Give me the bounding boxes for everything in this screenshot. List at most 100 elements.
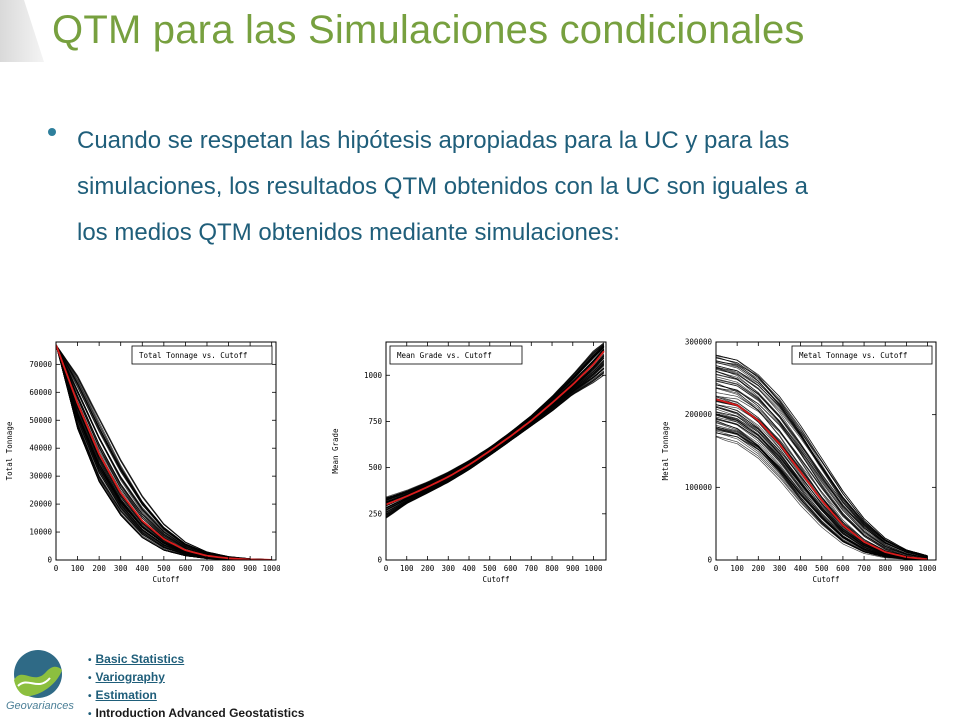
x-tick-label: 1000 <box>585 564 604 573</box>
nav-current-advanced-geostatistics: Introduction Advanced Geostatistics <box>95 706 305 720</box>
x-axis-label: Cutoff <box>482 575 509 584</box>
simulation-curve <box>716 430 928 560</box>
x-tick-label: 600 <box>179 564 193 573</box>
plot-frame <box>385 341 607 561</box>
x-tick-label: 100 <box>730 564 744 573</box>
y-tick-label: 70000 <box>29 360 52 369</box>
simulation-curve <box>386 350 605 505</box>
y-axis-label: Metal Tonnage <box>661 421 670 480</box>
simulation-curve <box>716 392 928 559</box>
x-tick-label: 200 <box>752 564 766 573</box>
simulation-curve <box>386 345 605 502</box>
x-tick-label: 500 <box>483 564 497 573</box>
simulation-curve <box>386 344 605 499</box>
x-tick-label: 600 <box>504 564 518 573</box>
simulation-curve <box>386 345 605 502</box>
simulation-curves <box>386 342 605 519</box>
simulation-curve <box>386 350 605 503</box>
simulation-curve <box>386 345 605 501</box>
x-tick-label: 600 <box>836 564 850 573</box>
simulation-curve <box>386 350 605 507</box>
chart-metal-tonnage: 0 100 200 300 400 500 600 700 800 900 1000 0 100000 2… <box>660 330 940 592</box>
nav-item-basic-statistics: • Basic Statistics <box>88 652 185 666</box>
bullet-dot-icon <box>48 128 56 136</box>
x-tick-label: 700 <box>857 564 871 573</box>
x-tick-label: 0 <box>54 564 59 573</box>
x-tick-label: 700 <box>525 564 539 573</box>
y-tick-label: 100000 <box>685 483 713 492</box>
simulation-curve <box>386 348 605 503</box>
x-axis-label: Cutoff <box>152 575 179 584</box>
simulation-curve <box>56 344 272 560</box>
simulation-curve <box>386 346 605 503</box>
simulation-curve <box>386 344 605 503</box>
nav-item-estimation: • Estimation <box>88 688 157 702</box>
footer-nav: • Basic Statistics • Variography • Estimati… <box>88 650 304 722</box>
chart-mean-grade: 0 100 200 300 400 500 600 700 800 900 1000 0 250 500 7… <box>330 330 610 592</box>
y-tick-label: 50000 <box>29 416 52 425</box>
chart-title: Mean Grade vs. Cutoff <box>397 351 492 360</box>
decorative-band <box>0 0 44 62</box>
mean-curve <box>56 344 272 560</box>
simulation-curve <box>386 345 605 499</box>
simulation-curve <box>386 342 605 499</box>
simulation-curve <box>386 347 605 501</box>
y-tick-label: 0 <box>377 556 382 565</box>
simulation-curve <box>386 349 605 504</box>
simulation-curve <box>386 348 605 500</box>
x-tick-label: 400 <box>462 564 476 573</box>
x-tick-label: 300 <box>773 564 787 573</box>
y-axis-label: Mean Grade <box>331 428 340 474</box>
geovariances-logo-icon <box>14 650 62 698</box>
nav-link-variography[interactable]: Variography <box>95 670 165 684</box>
simulation-curve <box>716 432 928 560</box>
simulation-curve <box>386 345 605 501</box>
simulation-curve <box>386 346 605 501</box>
simulation-curve <box>716 382 928 559</box>
slide-title: QTM para las Simulaciones condicionales <box>52 8 805 52</box>
legend-box <box>131 345 273 365</box>
x-tick-label: 200 <box>92 564 106 573</box>
y-tick-label: 250 <box>368 509 382 518</box>
simulation-curve <box>386 347 605 503</box>
nav-link-estimation[interactable]: Estimation <box>95 688 157 702</box>
simulation-curve <box>386 349 605 507</box>
chart-metal-tonnage-svg: 0 100 200 300 400 500 600 700 800 900 1000 0 100000 2… <box>661 338 937 585</box>
simulation-curve <box>386 345 605 499</box>
x-tick-label: 300 <box>114 564 128 573</box>
simulation-curve <box>716 380 928 558</box>
y-axis-label: Total Tonnage <box>5 421 14 480</box>
simulation-curve <box>386 346 605 503</box>
simulation-curve <box>716 371 928 557</box>
legend-box <box>791 345 933 365</box>
simulation-curve <box>386 360 605 516</box>
simulation-curve <box>386 344 605 500</box>
x-tick-label: 900 <box>243 564 257 573</box>
x-tick-label: 900 <box>566 564 580 573</box>
simulation-curve <box>716 428 928 560</box>
simulation-curve <box>386 344 605 501</box>
x-tick-label: 200 <box>421 564 435 573</box>
simulation-curve <box>716 384 928 560</box>
x-axis-label: Cutoff <box>812 575 839 584</box>
simulation-curve <box>386 348 605 504</box>
nav-link-basic-statistics[interactable]: Basic Statistics <box>95 652 185 666</box>
simulation-curve <box>386 352 605 506</box>
simulation-curve <box>716 365 928 557</box>
simulation-curve <box>716 436 928 560</box>
chart-title: Metal Tonnage vs. Cutoff <box>799 351 907 360</box>
simulation-curves <box>56 344 272 560</box>
simulation-curve <box>716 429 928 560</box>
simulation-curve <box>386 346 605 503</box>
x-tick-label: 300 <box>441 564 455 573</box>
nav-item-advanced-geostatistics: • Introduction Advanced Geostatistics <box>88 706 305 720</box>
x-tick-label: 1000 <box>263 564 280 573</box>
x-tick-label: 100 <box>400 564 414 573</box>
simulation-curve <box>386 342 605 499</box>
x-tick-label: 0 <box>384 564 389 573</box>
simulation-curve <box>386 347 605 502</box>
x-tick-label: 400 <box>794 564 808 573</box>
simulation-curve <box>716 370 928 559</box>
simulation-curve <box>386 350 605 505</box>
simulation-curve <box>386 350 605 504</box>
